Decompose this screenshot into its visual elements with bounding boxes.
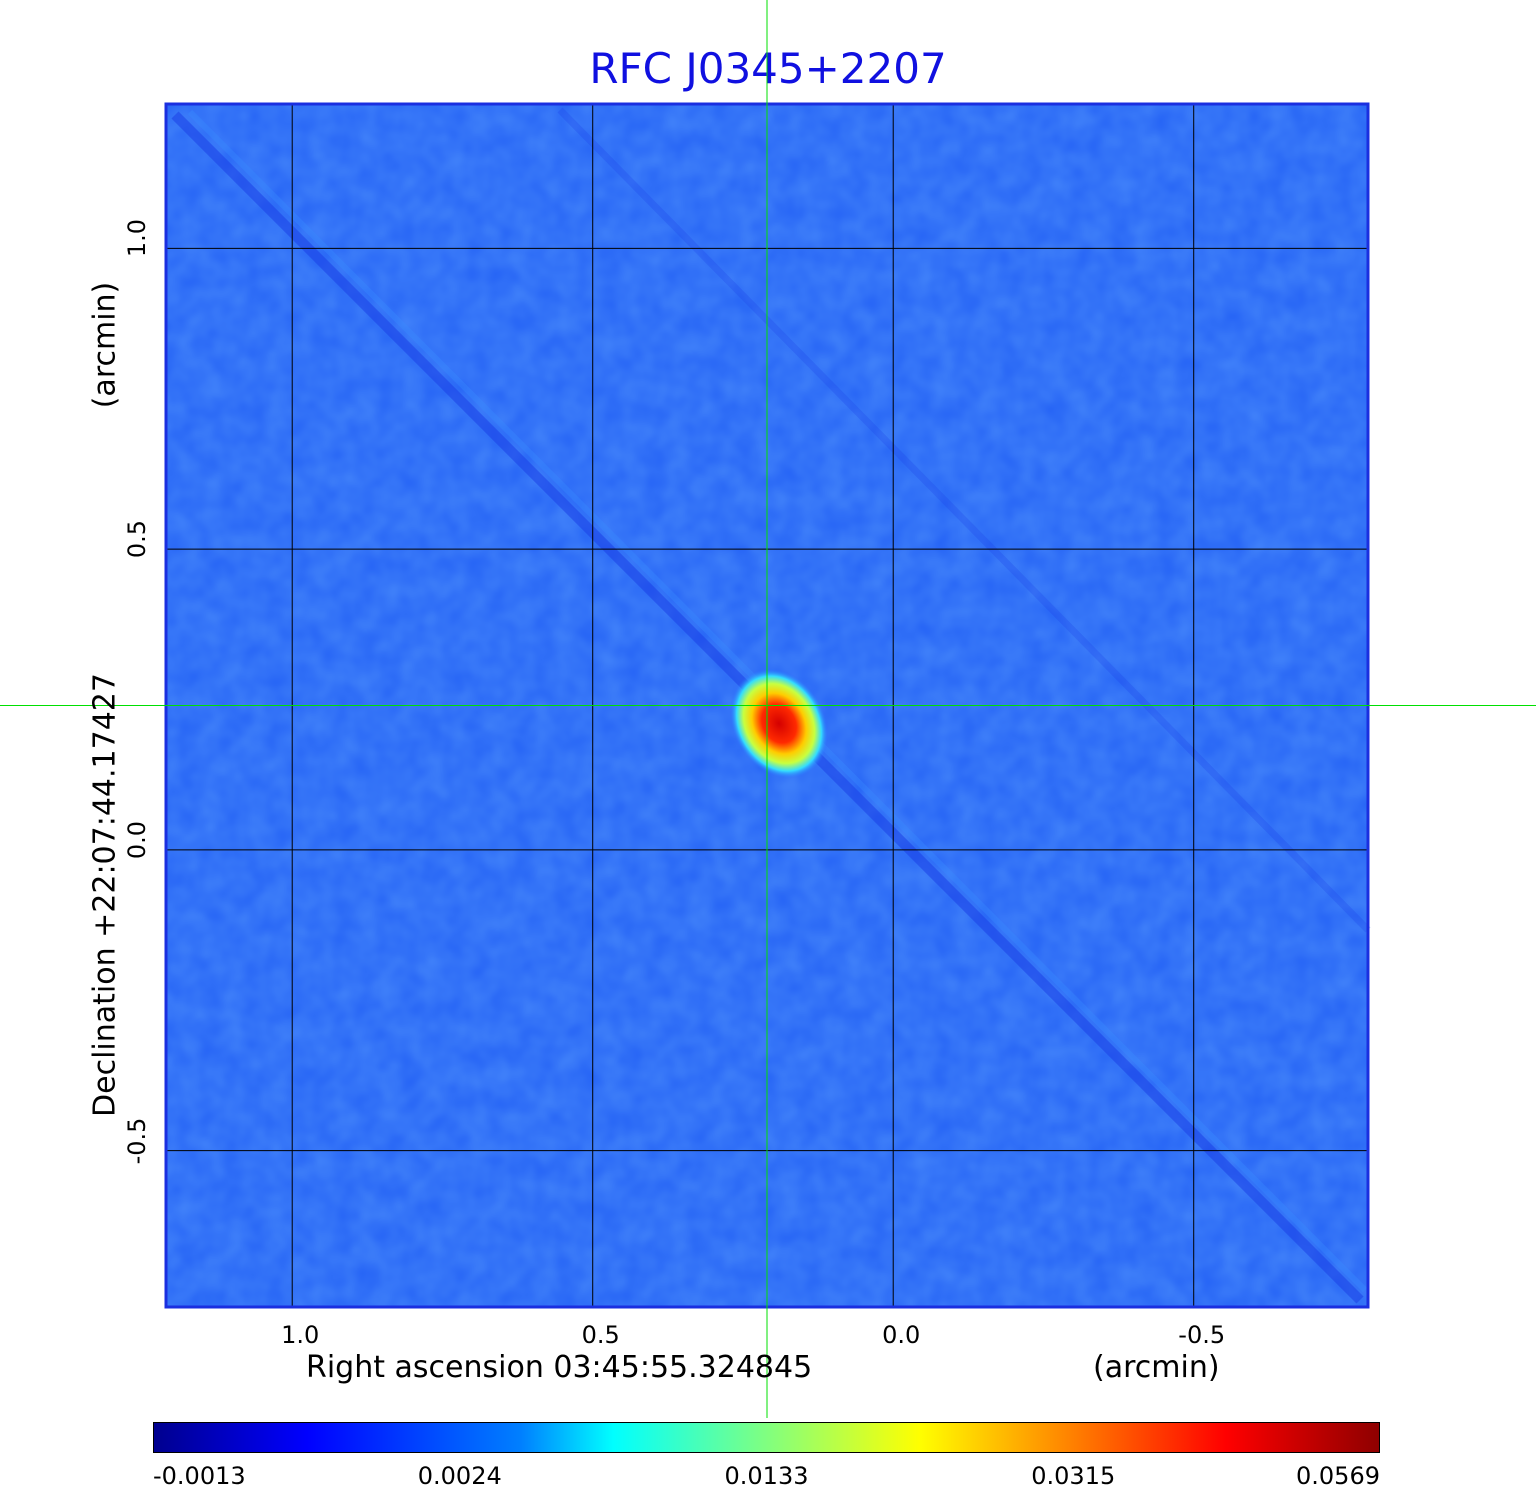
x-tick-label: 0.0 [882, 1321, 921, 1349]
colorbar-tick-label: 0.0024 [417, 1462, 502, 1490]
y-axis-label: Declination +22:07:44.17427 [87, 673, 123, 1117]
source-peak [729, 668, 829, 779]
colorbar-tick-label: 0.0569 [1296, 1462, 1380, 1490]
colorbar-tick-label: -0.0013 [153, 1462, 246, 1490]
chart-title: RFC J0345+2207 [589, 44, 947, 93]
y-tick-label: 1.0 [123, 219, 151, 258]
y-tick-label: 0.5 [123, 520, 151, 559]
x-axis-label: Right ascension 03:45:55.324845 [306, 1350, 813, 1385]
colorbar-tick-label: 0.0133 [724, 1462, 809, 1490]
x-tick-label: 1.0 [281, 1321, 320, 1349]
y-tick-label: 0.0 [123, 820, 151, 859]
x-tick-label: 0.5 [581, 1321, 620, 1349]
bright-source [729, 668, 829, 779]
y-tick-label: -0.5 [123, 1117, 151, 1165]
y-axis-unit: (arcmin) [87, 281, 123, 409]
x-tick-label: -0.5 [1178, 1321, 1226, 1349]
colorbar-tick-label: 0.0315 [1031, 1462, 1116, 1490]
x-axis-unit: (arcmin) [1093, 1350, 1220, 1385]
colorbar [153, 1422, 1380, 1453]
crosshair [0, 0, 1536, 1418]
stripe-2 [557, 107, 1371, 933]
